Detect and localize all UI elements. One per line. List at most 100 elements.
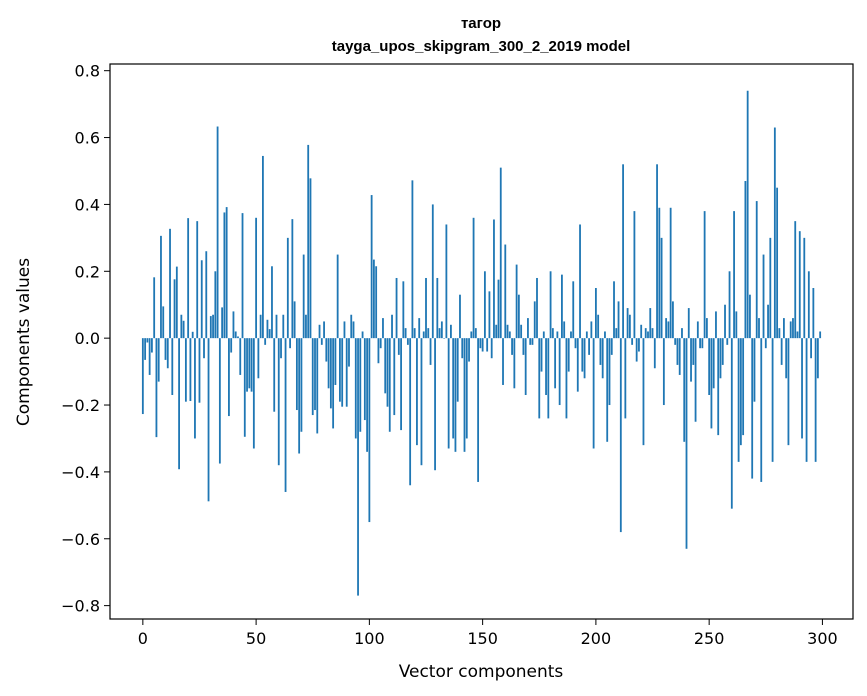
y-tick-label: 0.8 — [75, 62, 100, 81]
bar — [742, 338, 745, 436]
bar — [241, 213, 244, 339]
bar — [626, 308, 629, 339]
bar — [359, 338, 362, 432]
bar — [459, 294, 461, 339]
y-tick-label: −0.2 — [61, 396, 100, 415]
bar — [282, 314, 285, 339]
bar — [262, 155, 264, 339]
bar — [592, 338, 595, 449]
y-tick-label: 0.0 — [75, 329, 100, 348]
bar — [286, 237, 289, 339]
bar — [746, 90, 749, 339]
bar — [524, 338, 527, 395]
x-tick-label: 0 — [138, 629, 148, 648]
bar — [470, 331, 473, 339]
bar — [289, 338, 291, 349]
bar — [638, 338, 640, 352]
bar — [200, 260, 203, 339]
bar — [275, 314, 278, 339]
bar — [597, 314, 600, 339]
bar — [556, 331, 559, 339]
bar — [527, 318, 529, 339]
bar — [295, 338, 298, 411]
plot-frame — [109, 63, 854, 620]
bar — [533, 301, 536, 339]
bar — [314, 338, 316, 411]
bar — [785, 338, 788, 379]
bar — [749, 294, 751, 339]
bar — [660, 237, 663, 339]
bar — [336, 254, 339, 339]
bar — [182, 320, 185, 339]
bar — [157, 338, 160, 382]
bar — [212, 314, 214, 339]
bar — [377, 338, 380, 364]
bar — [696, 321, 699, 339]
bar — [382, 318, 384, 339]
bar — [379, 338, 382, 349]
bar — [309, 178, 312, 339]
bar — [703, 211, 706, 339]
bar — [744, 181, 747, 339]
bar — [810, 338, 812, 359]
bar — [250, 338, 253, 392]
bar — [352, 321, 355, 339]
bar — [807, 271, 810, 339]
bar — [699, 338, 701, 349]
bar — [268, 329, 271, 339]
bar — [561, 274, 563, 339]
bar — [425, 277, 427, 339]
bar — [590, 321, 593, 339]
bars-group — [141, 90, 822, 596]
bar — [350, 314, 353, 339]
bar — [690, 338, 692, 382]
bar — [814, 338, 817, 462]
bar — [783, 318, 785, 339]
bar — [456, 338, 459, 402]
bar — [189, 338, 192, 402]
bar — [160, 235, 162, 339]
bar — [418, 318, 421, 339]
bar — [493, 219, 495, 339]
bar — [506, 324, 509, 339]
bar — [529, 338, 532, 345]
bar — [438, 328, 441, 339]
bar — [710, 338, 713, 429]
bar — [712, 338, 715, 389]
bar — [273, 338, 276, 412]
bar — [354, 338, 357, 439]
bar — [234, 331, 237, 339]
bar — [153, 277, 156, 339]
bar — [237, 336, 239, 339]
bar — [486, 338, 489, 352]
bar — [400, 338, 402, 431]
bar — [368, 338, 371, 523]
bar — [515, 264, 518, 339]
bar — [604, 331, 606, 339]
bar — [633, 211, 636, 339]
bar — [624, 338, 627, 419]
bar — [477, 338, 480, 482]
bar — [232, 311, 235, 339]
bar — [221, 307, 224, 339]
bar — [277, 338, 280, 466]
bar — [307, 144, 310, 339]
bar — [685, 338, 688, 549]
bar — [463, 338, 466, 452]
bar — [567, 338, 570, 372]
bar — [427, 328, 430, 339]
y-axis-ticks: −0.8 −0.6 −0.4 −0.2 0.0 0.2 0.4 0.6 0.8 — [61, 62, 110, 616]
bar — [724, 304, 726, 339]
bar — [751, 338, 754, 479]
bar — [531, 338, 534, 345]
y-tick-label: −0.6 — [61, 530, 100, 549]
bar — [606, 338, 609, 442]
bar — [391, 314, 393, 339]
bar — [384, 338, 387, 394]
bar — [778, 328, 781, 339]
bar — [166, 338, 169, 369]
bar — [610, 338, 613, 355]
bar — [520, 324, 523, 339]
bar — [298, 338, 301, 454]
bar — [683, 338, 686, 442]
